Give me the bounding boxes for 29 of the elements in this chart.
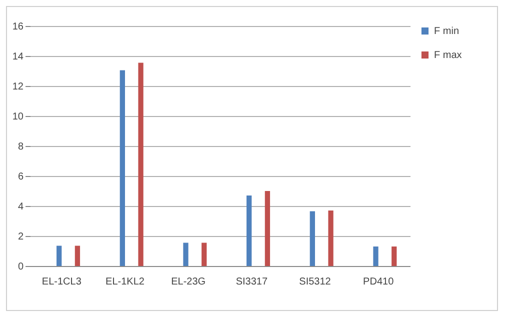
bar <box>310 211 315 266</box>
x-tick-label: SI3317 <box>236 276 268 288</box>
bar <box>246 196 252 266</box>
x-tick-label: PD410 <box>363 276 394 288</box>
y-tick-label: 0 <box>18 262 24 272</box>
bar <box>202 242 207 266</box>
y-tick-label: 14 <box>12 52 24 62</box>
bar <box>74 246 80 266</box>
bar <box>373 246 378 266</box>
bar <box>183 242 188 266</box>
y-tick-label: 6 <box>18 172 24 182</box>
y-tick-label: 4 <box>18 202 24 212</box>
bar <box>120 70 125 266</box>
legend-label: F min <box>434 26 459 37</box>
x-tick-label: EL-1CL3 <box>42 276 82 288</box>
legend-label: F max <box>434 50 462 61</box>
y-tick-label: 12 <box>12 82 24 92</box>
y-tick-label: 16 <box>12 22 24 32</box>
bar <box>138 62 144 266</box>
x-tick-label: EL-23G <box>171 276 206 288</box>
bar <box>264 191 270 266</box>
y-tick-label: 8 <box>18 142 24 152</box>
x-tick-label: SI5312 <box>299 276 332 288</box>
bar <box>328 210 334 266</box>
bar <box>392 246 397 266</box>
x-tick-label: EL-1KL2 <box>106 276 145 288</box>
y-tick-label: 2 <box>18 232 24 242</box>
y-tick-label: 10 <box>12 112 24 122</box>
bar <box>56 246 62 266</box>
